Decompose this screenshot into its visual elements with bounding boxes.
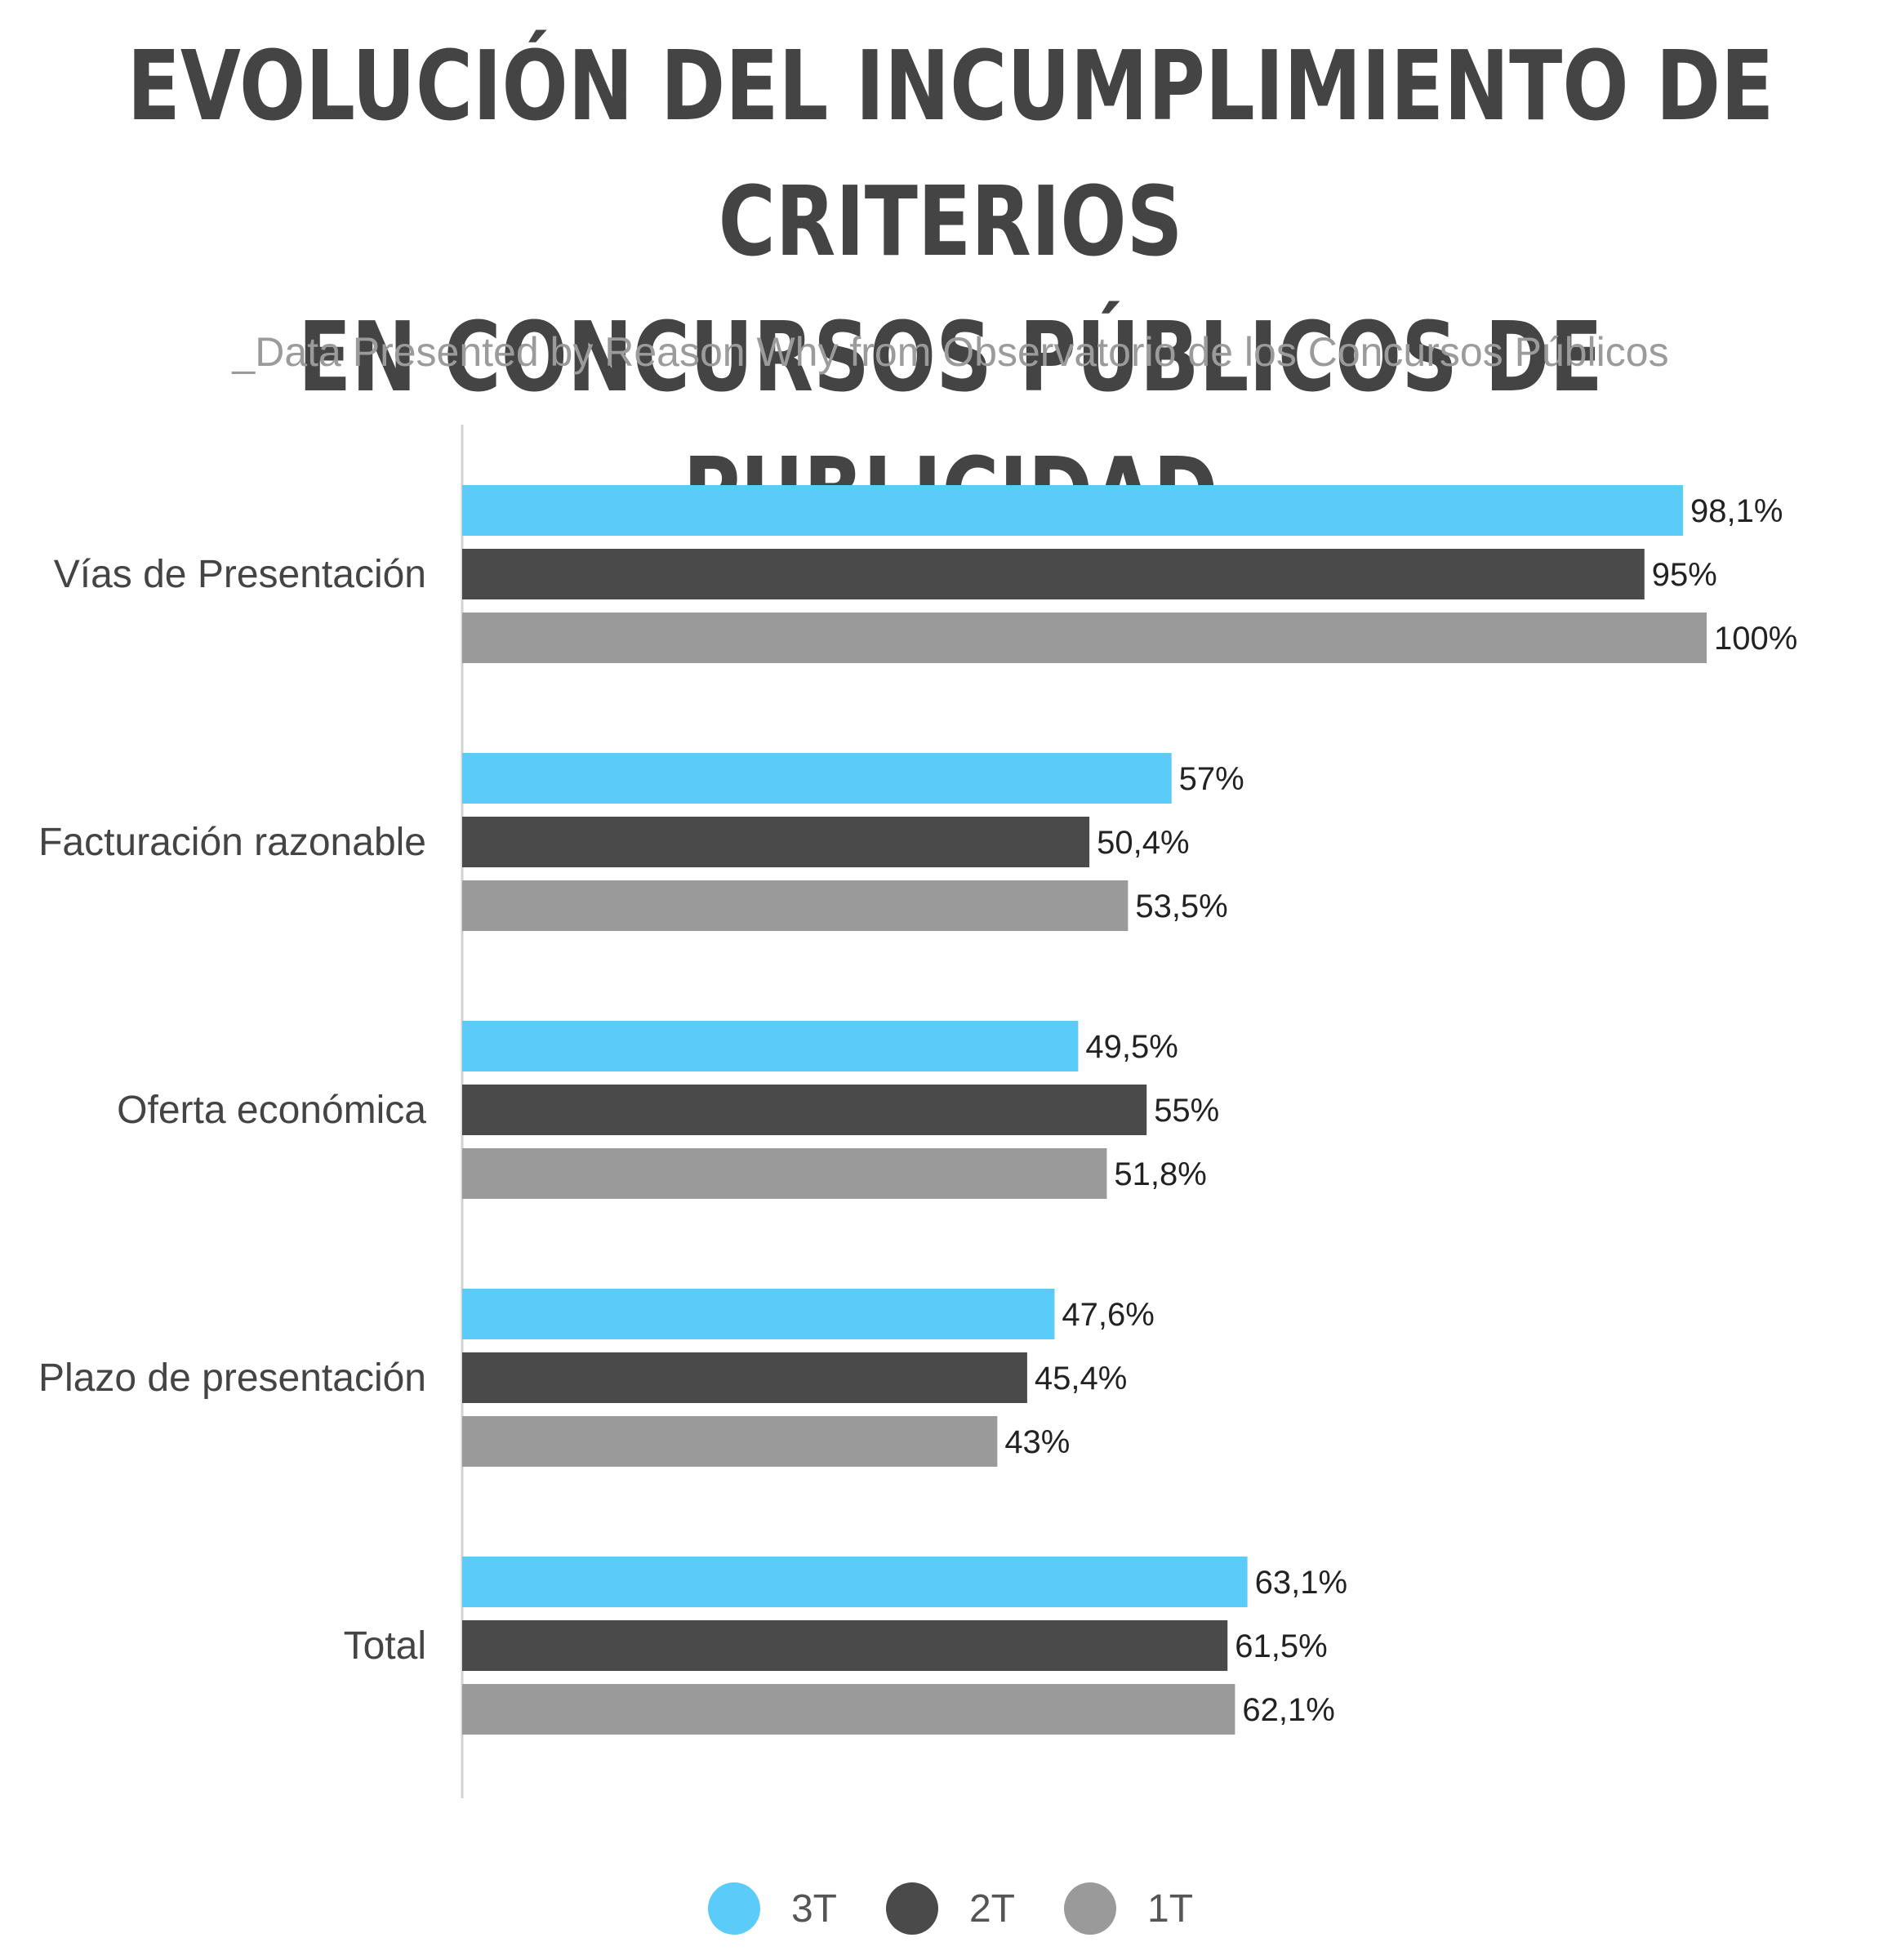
bar-chart: Vías de Presentación 98,1% 95% 100% Facturac…	[38, 425, 1797, 1798]
data-label-2t-vias-de-presentacion: 95%	[1652, 557, 1717, 593]
legend-label-3t: 3T	[790, 1886, 837, 1931]
data-label-1t-facturacion-razonable: 53,5%	[1135, 889, 1227, 924]
legend-label-1t: 1T	[1147, 1886, 1194, 1931]
bar-1t-facturacion-razonable	[462, 880, 1129, 931]
bar-3t-vias-de-presentacion	[462, 485, 1684, 536]
bar-2t-vias-de-presentacion	[462, 549, 1645, 599]
category-label-total: Total	[344, 1624, 426, 1668]
bar-3t-facturacion-razonable	[462, 753, 1172, 804]
legend-label-2t: 2T	[968, 1886, 1015, 1931]
data-label-2t-plazo-de-presentacion: 45,4%	[1035, 1361, 1127, 1396]
data-label-1t-plazo-de-presentacion: 43%	[1004, 1424, 1070, 1460]
bar-2t-plazo-de-presentacion	[462, 1352, 1027, 1403]
legend-item-3t: 3T	[707, 1882, 837, 1935]
bar-2t-oferta-economica	[462, 1085, 1147, 1135]
data-label-3t-oferta-economica: 49,5%	[1085, 1029, 1178, 1065]
bar-1t-plazo-de-presentacion	[462, 1416, 998, 1467]
bar-1t-total	[462, 1684, 1235, 1735]
category-label-facturacion-razonable: Facturación razonable	[38, 821, 426, 864]
legend-swatch-3t	[707, 1882, 760, 1935]
data-label-3t-facturacion-razonable: 57%	[1179, 761, 1244, 797]
bar-1t-vias-de-presentacion	[462, 612, 1707, 663]
data-label-1t-oferta-economica: 51,8%	[1114, 1156, 1206, 1192]
category-label-vias-de-presentacion: Vías de Presentación	[54, 553, 426, 596]
data-label-3t-plazo-de-presentacion: 47,6%	[1062, 1297, 1154, 1333]
chart-subtitle: _Data Presented by Reason Why from Obser…	[232, 329, 1669, 375]
bar-2t-facturacion-razonable	[462, 817, 1090, 867]
bar-3t-oferta-economica	[462, 1021, 1079, 1071]
legend-item-1t: 1T	[1064, 1882, 1193, 1935]
legend-item-2t: 2T	[885, 1882, 1015, 1935]
bar-2t-total	[462, 1620, 1228, 1671]
bar-3t-total	[462, 1557, 1248, 1607]
chart-legend: 3T 2T 1T	[0, 1880, 1901, 1937]
data-label-2t-total: 61,5%	[1235, 1628, 1327, 1664]
legend-swatch-2t	[885, 1882, 938, 1935]
category-label-plazo-de-presentacion: Plazo de presentación	[38, 1356, 426, 1400]
data-label-2t-facturacion-razonable: 50,4%	[1097, 825, 1189, 861]
bar-1t-oferta-economica	[462, 1148, 1107, 1199]
chart-title: EVOLUCIÓN DEL INCUMPLIMIENTO DE CRITERIO…	[95, 18, 1805, 560]
data-label-3t-vias-de-presentacion: 98,1%	[1690, 493, 1783, 529]
legend-swatch-1t	[1064, 1882, 1116, 1935]
chart-title-line-1: EVOLUCIÓN DEL INCUMPLIMIENTO DE CRITERIO…	[127, 29, 1774, 278]
data-label-3t-total: 63,1%	[1255, 1565, 1347, 1601]
data-label-2t-oferta-economica: 55%	[1154, 1093, 1219, 1129]
category-label-oferta-economica: Oferta económica	[117, 1089, 426, 1132]
data-label-1t-total: 62,1%	[1242, 1692, 1334, 1728]
data-label-1t-vias-de-presentacion: 100%	[1714, 621, 1797, 657]
bar-3t-plazo-de-presentacion	[462, 1289, 1055, 1339]
